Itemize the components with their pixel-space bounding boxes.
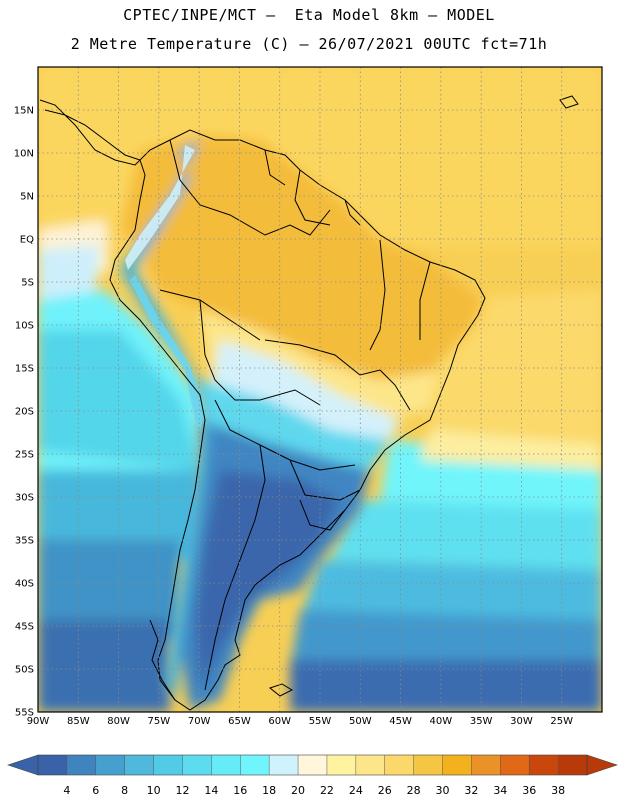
lon-tick-label: 35W [470,716,493,727]
lat-tick-label: 10N [14,149,34,160]
longitude-labels: 90W 85W 80W 75W 70W 65W 60W 55W 50W 45W 40W 35W 30W 2… [27,716,573,727]
lon-tick-label: 75W [148,716,171,727]
lat-tick-label: 5S [21,278,34,289]
colorbar-segment [153,755,183,775]
colorbar-label: 14 [204,784,218,797]
colorbar-label: 20 [291,784,305,797]
colorbar-segment [355,755,386,775]
colorbar-label: 34 [493,784,507,797]
colorbar-label: 28 [407,784,421,797]
colorbar-label: 24 [349,784,363,797]
lat-tick-label: 20S [15,407,34,418]
colorbar-label: 6 [92,784,99,797]
lat-tick-label: 15N [14,106,34,117]
colorbar-segment [529,755,559,775]
lat-tick-label: 30S [15,493,34,504]
colorbar-segment [240,755,270,775]
lon-tick-label: 90W [27,716,50,727]
colorbar-label: 12 [175,784,189,797]
colorbar-segment [38,755,68,775]
lon-tick-label: 70W [188,716,211,727]
colorbar-label: 32 [464,784,478,797]
lat-tick-label: 10S [15,321,34,332]
colorbar-segment [471,755,501,775]
colorbar-segment [558,755,588,775]
colorbar: 4 6 8 10 12 14 16 18 20 22 24 26 28 30 32 34 36 38 [7,754,618,797]
lat-tick-label: 25S [15,450,34,461]
lon-tick-label: 45W [389,716,412,727]
colorbar-segment [269,755,299,775]
colorbar-label: 22 [320,784,334,797]
colorbar-segment [413,755,444,775]
colorbar-label: 4 [63,784,70,797]
colorbar-label: 10 [147,784,161,797]
lat-tick-label: 45S [15,622,34,633]
lat-tick-label: 40S [15,579,34,590]
lon-tick-label: 40W [430,716,453,727]
lon-tick-label: 65W [228,716,251,727]
lon-tick-label: 50W [349,716,372,727]
lat-tick-label: 35S [15,536,34,547]
colorbar-segment [66,755,97,775]
colorbar-label: 38 [551,784,565,797]
map-frame [37,66,603,713]
colorbar-label: 8 [121,784,128,797]
colorbar-outline [37,754,588,776]
colorbar-label: 16 [233,784,247,797]
lon-tick-label: 80W [107,716,130,727]
colorbar-segment [442,755,472,775]
country-borders [39,95,579,711]
lat-tick-label: 15S [15,364,34,375]
colorbar-segment [211,755,241,775]
colorbar-low-arrow [7,754,39,776]
lat-tick-label: 50S [15,665,34,676]
lat-tick-label: 55S [15,708,34,719]
colorbar-high-arrow [586,754,618,776]
colorbar-label: 26 [378,784,392,797]
chart-title-line2: 2 Metre Temperature (C) – 26/07/2021 00U… [70,35,548,53]
lon-tick-label: 85W [67,716,90,727]
lat-tick-label: 5N [20,192,34,203]
lon-tick-label: 30W [510,716,533,727]
chart-title-line1: CPTEC/INPE/MCT – Eta Model 8km – MODEL [123,6,495,24]
temperature-field [38,67,602,712]
colorbar-segment [124,755,155,775]
colorbar-segment [384,755,415,775]
lon-tick-label: 55W [309,716,332,727]
lon-tick-label: 60W [268,716,291,727]
colorbar-label: 36 [522,784,536,797]
colorbar-segment [95,755,126,775]
lon-tick-label: 25W [550,716,573,727]
colorbar-label: 30 [436,784,450,797]
colorbar-label: 18 [262,784,276,797]
colorbar-segment [182,755,212,775]
colorbar-segment [326,755,357,775]
colorbar-segment [500,755,530,775]
lat-tick-label: EQ [20,235,34,246]
latitude-labels: 15N 10N 5N EQ 5S 10S 15S 20S 25S 30S 35S 40S 45S 50S 5… [14,106,34,719]
colorbar-segment [298,755,328,775]
